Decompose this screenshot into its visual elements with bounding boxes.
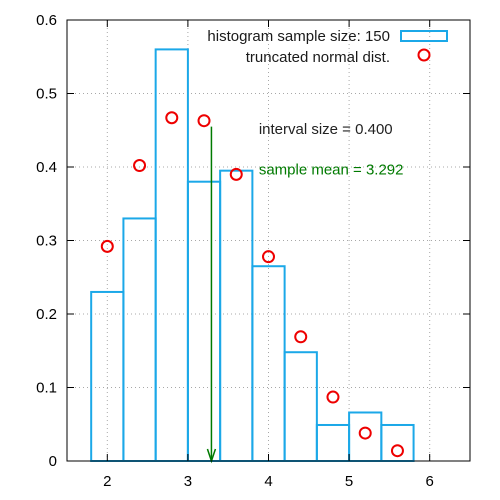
- x-tick-label: 4: [264, 473, 272, 490]
- x-tick-label: 5: [345, 473, 353, 490]
- legend-marker-distribution: [417, 48, 431, 62]
- legend-label-histogram: histogram sample size: 150: [207, 28, 390, 45]
- y-tick-label: 0.6: [36, 12, 57, 29]
- distribution-point: [358, 426, 372, 440]
- legend-label-distribution: truncated normal dist.: [246, 49, 390, 66]
- distribution-point: [294, 330, 308, 344]
- legend: histogram sample size: 150 truncated nor…: [207, 28, 448, 66]
- x-tick-label: 6: [426, 473, 434, 490]
- y-tick-label: 0.4: [36, 159, 57, 176]
- y-tick-label: 0: [49, 453, 57, 470]
- y-tick-label: 0.3: [36, 233, 57, 250]
- y-tick-label: 0.5: [36, 86, 57, 103]
- axis-tick-labels: 2 3 4 5 6 0 0.1 0.2 0.3 0.4 0.5 0.6: [36, 12, 434, 490]
- y-tick-label: 0.2: [36, 306, 57, 323]
- distribution-point: [262, 250, 275, 264]
- distribution-point: [100, 239, 114, 253]
- x-tick-label: 2: [103, 473, 111, 490]
- distribution-point: [326, 390, 340, 404]
- axis-ticks: [67, 19, 470, 462]
- distribution-points: [100, 111, 404, 458]
- distribution-point: [133, 159, 147, 173]
- distribution-point: [229, 167, 243, 181]
- annotation-label: interval size = 0.400: [259, 121, 393, 138]
- annotation-label: sample mean = 3.292: [259, 161, 404, 178]
- distribution-point: [390, 444, 404, 458]
- legend-swatch-histogram: [400, 30, 448, 42]
- distribution-point: [165, 111, 179, 125]
- x-tick-label: 3: [184, 473, 192, 490]
- distribution-point: [197, 114, 211, 128]
- annotations: interval size = 0.400 sample mean = 3.292: [259, 121, 404, 178]
- y-tick-label: 0.1: [36, 380, 57, 397]
